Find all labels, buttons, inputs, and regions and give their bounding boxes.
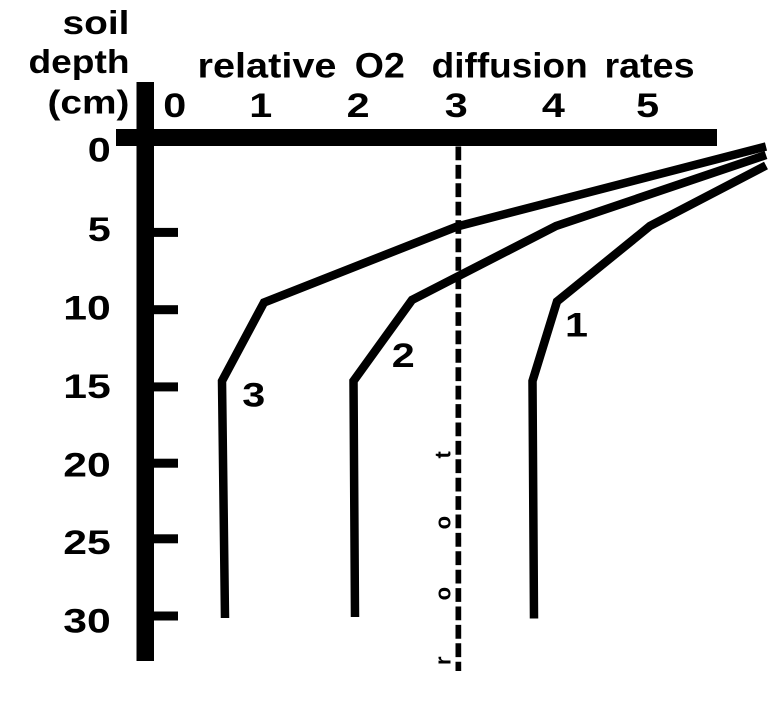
svg-text:5: 5 [88, 211, 111, 249]
svg-text:5: 5 [636, 87, 659, 125]
svg-text:diffusion: diffusion [432, 46, 588, 85]
svg-text:1: 1 [249, 87, 272, 125]
svg-text:soil: soil [63, 4, 130, 41]
svg-text:2: 2 [392, 337, 415, 375]
svg-text:depth: depth [29, 43, 130, 80]
svg-text:3: 3 [242, 376, 265, 414]
svg-text:0: 0 [88, 132, 111, 170]
svg-text:rates: rates [605, 46, 695, 85]
svg-text:relative: relative [198, 46, 337, 85]
svg-text:1: 1 [565, 307, 588, 345]
svg-text:15: 15 [63, 368, 111, 406]
svg-text:20: 20 [63, 447, 111, 485]
svg-text:o: o [430, 587, 455, 600]
svg-text:(cm): (cm) [48, 83, 130, 120]
svg-text:30: 30 [63, 603, 111, 641]
svg-text:2: 2 [347, 87, 370, 125]
svg-text:0: 0 [163, 87, 186, 125]
svg-text:t: t [430, 450, 455, 458]
svg-text:O2: O2 [355, 46, 405, 85]
svg-text:10: 10 [63, 290, 111, 328]
svg-text:r: r [430, 656, 455, 665]
svg-text:o: o [430, 516, 455, 529]
svg-text:3: 3 [445, 87, 468, 125]
svg-text:4: 4 [542, 87, 565, 125]
svg-text:25: 25 [63, 524, 111, 562]
